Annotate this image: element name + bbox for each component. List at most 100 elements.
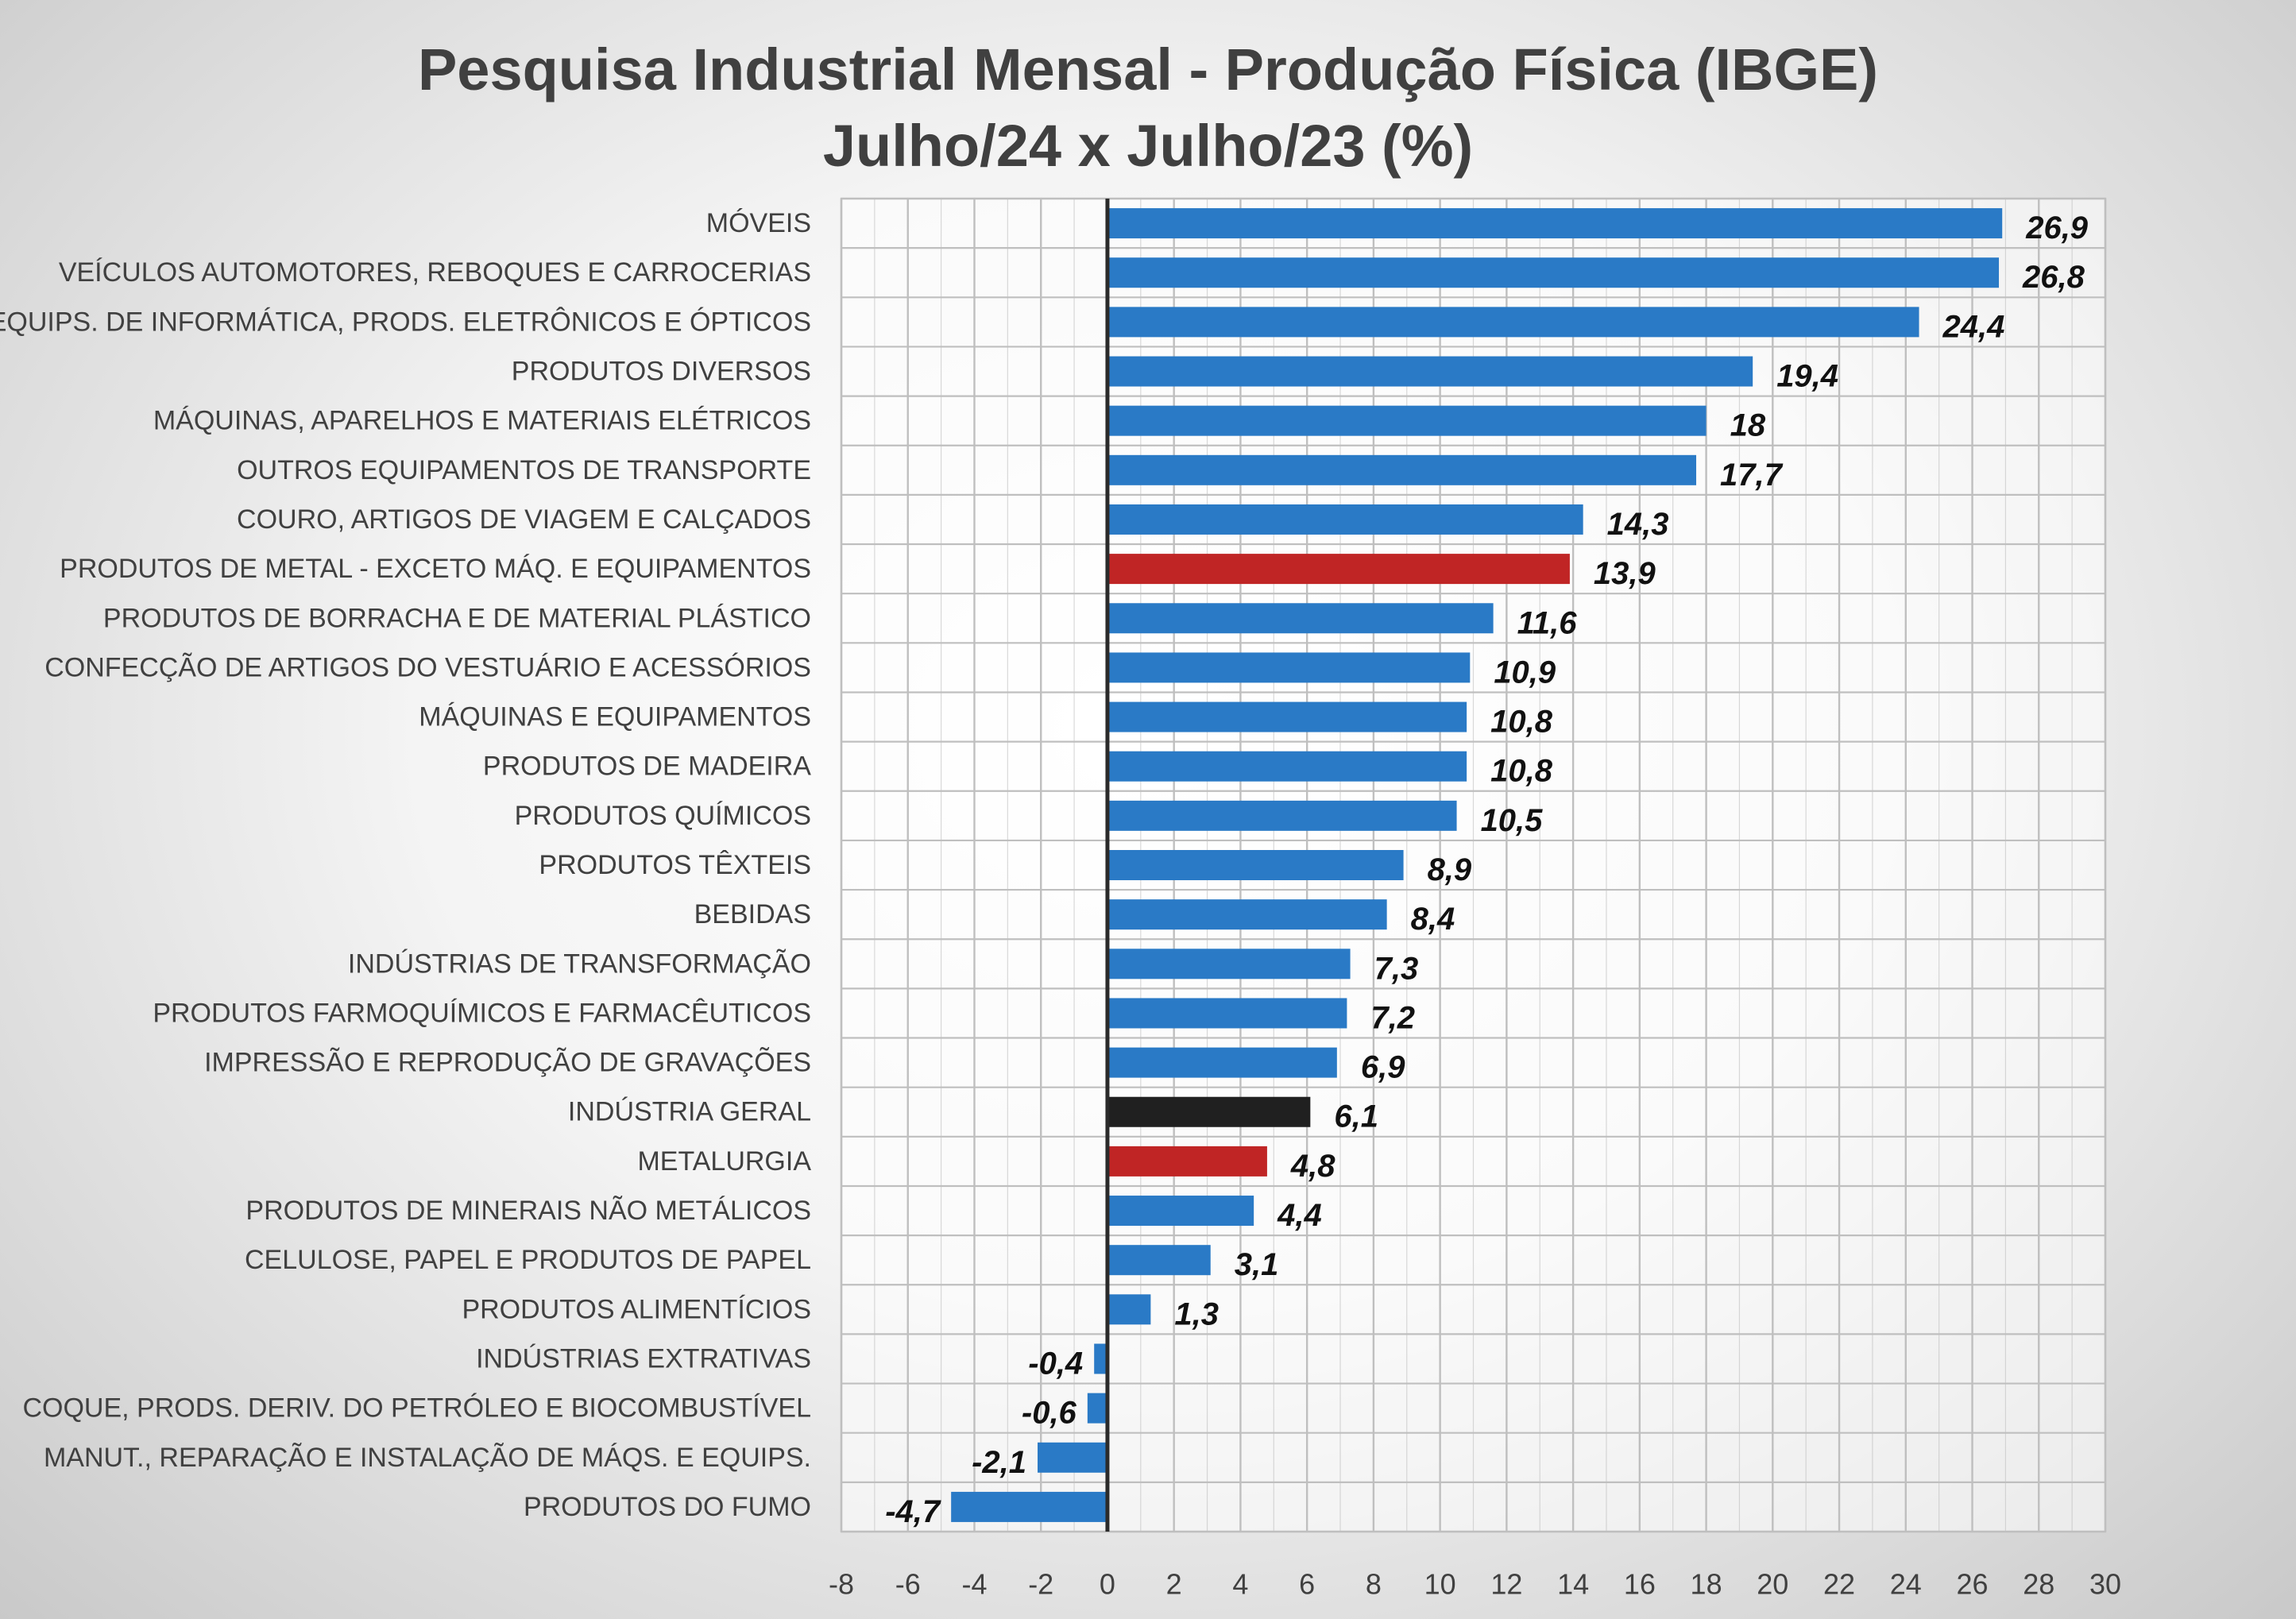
x-tick-label: 6 [1299,1568,1315,1601]
chart-title-line-1: Pesquisa Industrial Mensal - Produção Fí… [417,37,1879,102]
x-tick-labels: -8 -6 -4 -2 0 2 4 6 8 10 12 14 16 18 20 22 24 26 28 30 [829,1568,2121,1601]
category-label: PRODUTOS DE BORRACHA E DE MATERIAL PLÁST… [103,603,811,633]
x-tick-label: 26 [1957,1568,1989,1601]
bar [1107,504,1583,535]
category-label: INDÚSTRIA GERAL [568,1097,811,1127]
category-label: MÁQUINAS E EQUIPAMENTOS [419,702,811,732]
data-label: 14,3 [1607,507,1669,542]
category-label: INDÚSTRIAS EXTRATIVAS [476,1343,811,1374]
category-label: PRODUTOS DO FUMO [524,1492,811,1522]
data-label: 10,9 [1494,655,1556,690]
category-label: PRODUTOS DE METAL - EXCETO MÁQ. E EQUIPA… [60,554,811,584]
bar [1107,257,2000,288]
category-label: CELULOSE, PAPEL E PRODUTOS DE PAPEL [245,1245,811,1275]
bar [1107,899,1387,930]
bar [1107,998,1347,1029]
data-label: 13,9 [1594,556,1656,591]
data-label: 3,1 [1235,1247,1279,1282]
plot-border [840,197,2107,1533]
bar [1107,751,1467,782]
x-tick-label: 24 [1890,1568,1922,1601]
x-tick-label: -8 [829,1568,854,1601]
x-tick-label: 14 [1557,1568,1589,1601]
bar [1107,1245,1211,1276]
bars [951,208,2003,1522]
x-tick-label: 4 [1232,1568,1248,1601]
category-label: OUTROS EQUIPAMENTOS DE TRANSPORTE [237,455,811,485]
data-label: 6,1 [1334,1099,1378,1134]
x-tick-label: 10 [1424,1568,1456,1601]
data-label: 8,9 [1428,852,1472,887]
x-tick-label: -2 [1028,1568,1053,1601]
data-label: 7,2 [1370,1000,1415,1035]
x-tick-label: 30 [2089,1568,2121,1601]
data-label: 17,7 [1720,458,1784,493]
bar [1107,850,1404,880]
bar [1107,307,1919,338]
chart-title-line-2: Julho/24 x Julho/23 (%) [822,113,1474,179]
x-tick-label: 2 [1166,1568,1182,1601]
bar [1107,554,1570,585]
data-label: 8,4 [1411,902,1455,937]
category-label: BEBIDAS [694,899,811,929]
bar [1107,1096,1311,1127]
x-tick-label: 22 [1823,1568,1855,1601]
data-label: -0,4 [1028,1346,1083,1381]
data-label: 10,8 [1490,705,1553,740]
data-labels: 26,9 26,8 24,4 19,4 18 17,7 14,3 13,9 11,6 10,9 10… [885,211,2089,1529]
gridlines [840,197,2107,1533]
bar [1107,603,1494,634]
category-label: VEÍCULOS AUTOMOTORES, REBOQUES E CARROCE… [59,257,811,288]
bar [1107,454,1697,485]
bar [1107,208,2003,239]
category-label: PRODUTOS TÊXTEIS [539,850,811,880]
data-label: 7,3 [1374,951,1419,986]
x-tick-label: 0 [1100,1568,1115,1601]
category-label: CONFECÇÃO DE ARTIGOS DO VESTUÁRIO E ACES… [44,652,811,682]
bar [1107,652,1471,683]
bar [1107,1146,1267,1177]
chart-title: Pesquisa Industrial Mensal - Produção Fí… [0,32,2296,184]
bar [1094,1343,1107,1374]
x-tick-label: 12 [1490,1568,1522,1601]
data-label: 4,4 [1277,1198,1322,1233]
data-label: 11,6 [1517,605,1578,640]
data-label: 26,9 [2025,211,2089,245]
x-tick-label: 20 [1757,1568,1788,1601]
data-label: 4,8 [1290,1149,1335,1184]
x-tick-label: 28 [2023,1568,2054,1601]
x-tick-label: 18 [1691,1568,1722,1601]
bar [1107,356,1753,387]
category-label: PRODUTOS QUÍMICOS [515,801,811,831]
category-label: PRODUTOS ALIMENTÍCIOS [462,1294,811,1324]
category-label: COURO, ARTIGOS DE VIAGEM E CALÇADOS [237,504,811,535]
category-label: PRODUTOS FARMOQUÍMICOS E FARMACÊUTICOS [153,998,811,1028]
category-label: MÁQUINAS, APARELHOS E MATERIAIS ELÉTRICO… [153,406,811,436]
data-label: 26,8 [2022,260,2085,295]
data-label: -4,7 [885,1494,941,1529]
data-label: 24,4 [1942,309,2005,344]
data-label: -0,6 [1022,1396,1077,1431]
data-label: 10,5 [1481,803,1544,838]
category-label: PRODUTOS DE MINERAIS NÃO METÁLICOS [245,1196,811,1226]
category-label: METALURGIA [637,1146,811,1177]
category-label: PRODUTOS DIVERSOS [512,357,811,387]
category-label: PRODUTOS DE MADEIRA [483,752,811,782]
bar [1107,701,1467,732]
category-label: IMPRESSÃO E REPRODUÇÃO DE GRAVAÇÕES [204,1048,811,1078]
x-tick-label: -4 [961,1568,987,1601]
data-label: 1,3 [1174,1296,1219,1331]
bar [951,1491,1107,1522]
bar [1087,1393,1107,1424]
bar [1107,800,1457,831]
category-label: COQUE, PRODS. DERIV. DO PETRÓLEO E BIOCO… [22,1393,811,1424]
data-label: 10,8 [1490,754,1553,789]
category-labels: MÓVEIS VEÍCULOS AUTOMOTORES, REBOQUES E C… [0,208,811,1522]
bar [1107,1294,1151,1325]
data-label: -2,1 [972,1445,1026,1480]
category-label: INDÚSTRIAS DE TRANSFORMAÇÃO [348,949,811,979]
bar [1107,405,1707,436]
x-tick-label: -6 [895,1568,921,1601]
x-tick-label: 8 [1366,1568,1382,1601]
